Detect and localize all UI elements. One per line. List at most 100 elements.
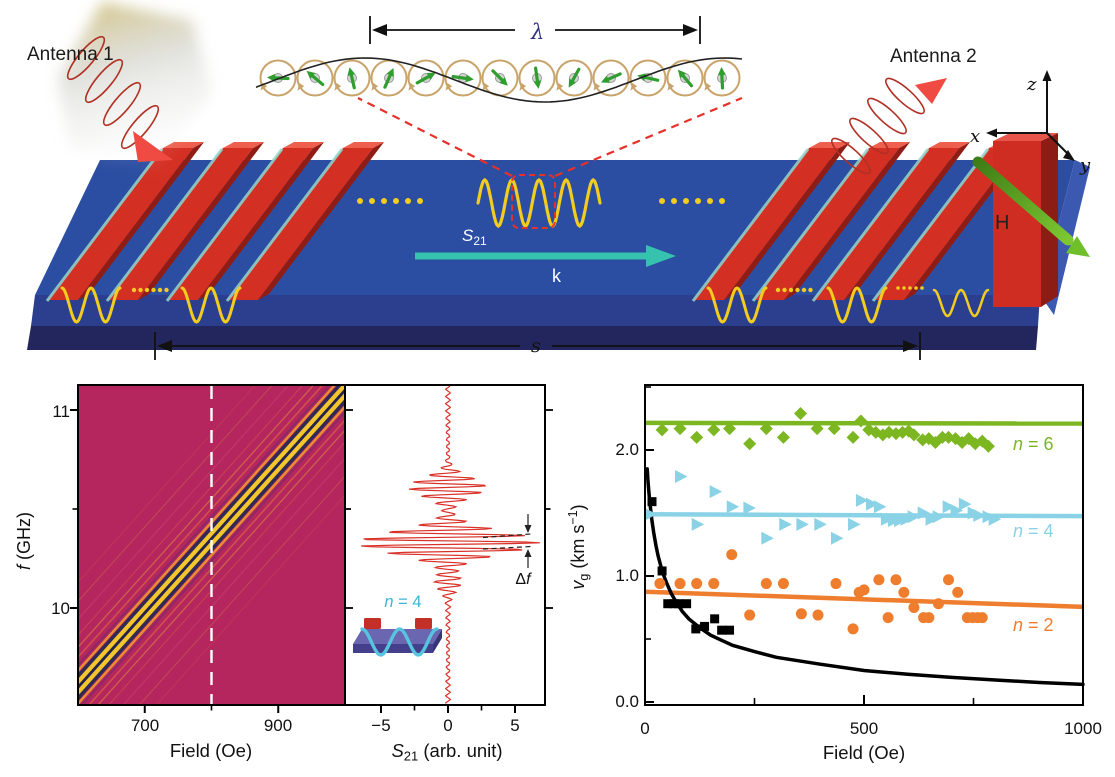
data-point-diamond <box>690 430 704 444</box>
data-point-circle <box>952 586 964 598</box>
spin-wave-packet <box>476 177 602 229</box>
data-point-diamond <box>759 422 773 436</box>
data-point-triangle <box>644 507 657 521</box>
n2-var: n <box>1013 615 1023 635</box>
spin-arrow-shaft <box>383 71 393 89</box>
antenna2-label: Antenna 2 <box>890 46 977 67</box>
data-point-diamond <box>655 423 669 437</box>
data-point-diamond <box>707 423 721 437</box>
data-point-circle <box>777 578 789 590</box>
spin-arrow-head <box>533 80 542 89</box>
data-point-triangle <box>848 517 861 531</box>
axis-y <box>1046 132 1071 157</box>
data-point-circle <box>795 608 807 620</box>
n2-rest: = 2 <box>1023 615 1054 635</box>
spin-arrow-shaft <box>534 66 540 85</box>
antenna-bar <box>694 148 839 300</box>
spin-arrow-head <box>347 67 356 76</box>
precession-marker <box>667 82 675 91</box>
delta-f-arrow-up <box>524 549 532 557</box>
antenna-bar <box>754 148 899 300</box>
data-point-triangle <box>958 497 972 511</box>
data-point-circle <box>812 609 824 621</box>
data-point-square <box>647 497 657 507</box>
antenna1-label: Antenna 1 <box>27 44 114 65</box>
s21-sub: 21 <box>473 234 487 248</box>
data-point-triangle <box>691 517 705 531</box>
spin-circle <box>444 59 482 97</box>
data-point-circle <box>760 578 772 590</box>
n6-var: n <box>1013 434 1023 454</box>
data-point-triangle <box>925 512 939 526</box>
spin-arrow-head <box>717 67 726 76</box>
spin-arrow-head <box>600 75 610 83</box>
precession-marker <box>445 82 453 91</box>
rf-signal-coil <box>885 77 925 115</box>
n4-rest: = 4 <box>1023 521 1054 541</box>
data-point-triangle <box>988 512 1002 526</box>
data-point-diamond <box>827 422 841 436</box>
bar-base-accent <box>871 148 990 302</box>
data-point-square <box>717 625 727 635</box>
group-velocity-panel <box>644 386 1085 705</box>
ellipsis-dots <box>795 287 800 293</box>
spin-circle <box>333 59 371 97</box>
spin-circle <box>703 59 741 97</box>
data-point-circle <box>858 584 870 596</box>
heatmap-ytick-11: 11 <box>52 402 70 421</box>
f-var: f <box>14 563 34 570</box>
ellipsis-dots <box>902 286 906 290</box>
spin-circle <box>592 59 630 97</box>
spin-arrow-shaft <box>720 71 725 90</box>
data-point-square <box>657 566 667 576</box>
data-point-triangle <box>907 510 921 524</box>
spin-arrow-shaft <box>415 73 432 85</box>
antenna-bar <box>108 148 253 300</box>
axis-y-label: y <box>1079 155 1091 176</box>
data-point-circle <box>691 578 703 590</box>
data-point-triangle <box>900 512 914 526</box>
scatter-xtick-0: 0 <box>640 719 649 738</box>
data-point-diamond <box>793 406 807 420</box>
scatter-frame <box>644 384 1084 706</box>
magnifier-line-right <box>554 96 743 178</box>
ellipsis-dots <box>157 287 163 293</box>
series-label-n4: n = 4 <box>1013 521 1054 541</box>
s21-xlabel-rest: (arb. unit) <box>418 740 502 761</box>
data-point-circle <box>726 549 738 561</box>
data-point-triangle <box>709 485 723 499</box>
spin-arrow-shaft <box>349 71 356 90</box>
ellipsis-dots <box>138 287 143 293</box>
H-arrow-head <box>1066 236 1090 257</box>
spin-arrow-shaft <box>680 72 694 88</box>
heatmap-xtick-900: 900 <box>264 716 292 735</box>
data-point-triangle <box>796 517 809 531</box>
s-arrowhead-right <box>903 340 918 352</box>
data-point-square <box>691 624 701 634</box>
ellipsis-dots <box>695 198 701 204</box>
antenna-bar <box>48 148 193 300</box>
rf-signal-coil <box>849 117 889 155</box>
data-point-triangle <box>814 517 827 531</box>
scatter-xtick-500: 500 <box>850 719 878 738</box>
s21-xtick-0: 0 <box>443 716 452 735</box>
spin-circle <box>555 59 593 97</box>
data-point-diamond <box>810 422 824 436</box>
s21-spectrum-panel <box>345 385 553 713</box>
data-point-triangle <box>761 531 774 545</box>
mode-rest: = 4 <box>394 593 422 611</box>
spin-arrow-shaft <box>491 69 506 84</box>
precession-marker <box>593 82 601 91</box>
fit-line <box>644 512 1084 519</box>
s21-main: S <box>462 226 474 245</box>
spin-arrow-head <box>499 77 508 86</box>
antenna-bar-side <box>258 142 384 300</box>
axis-x-label: x <box>970 126 980 147</box>
lambda-arrowhead-right <box>683 24 698 36</box>
data-point-circle <box>654 578 666 590</box>
wavelength-label: λ <box>530 20 544 44</box>
film-bottom-edge <box>27 326 1038 350</box>
data-point-diamond <box>723 422 737 436</box>
antenna-bar <box>814 148 959 300</box>
